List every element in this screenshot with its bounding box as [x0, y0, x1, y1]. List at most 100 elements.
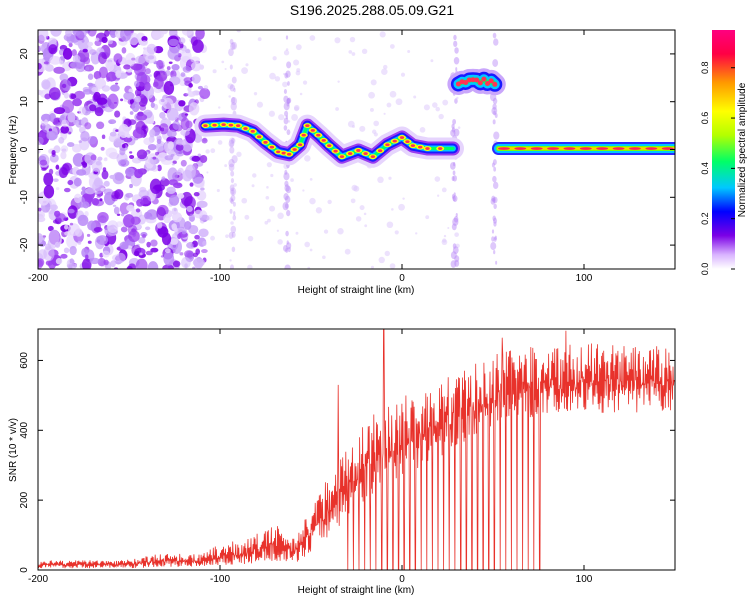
- noise-blob: [121, 213, 125, 217]
- noise-blob: [106, 61, 115, 72]
- noise-blob: [126, 266, 133, 269]
- noise-column: [286, 97, 291, 104]
- noise-column: [452, 217, 459, 226]
- noise-speckle: [287, 120, 291, 123]
- noise-blob: [82, 161, 88, 168]
- noise-blob: [183, 250, 194, 258]
- noise-blob: [77, 240, 82, 245]
- noise-speckle: [413, 95, 417, 99]
- noise-blob: [82, 89, 92, 95]
- ridge-peak: [347, 152, 353, 155]
- ridge-peak: [370, 155, 376, 159]
- noise-column: [228, 139, 235, 148]
- noise-speckle: [228, 95, 231, 98]
- noise-blob: [116, 213, 121, 216]
- noise-speckle: [251, 184, 255, 188]
- noise-blob: [135, 55, 146, 65]
- noise-blob: [44, 64, 54, 72]
- noise-column: [284, 180, 289, 187]
- noise-column: [453, 57, 460, 65]
- noise-blob: [82, 48, 88, 53]
- noise-blob: [165, 69, 171, 77]
- noise-blob: [38, 216, 46, 223]
- noise-column: [492, 119, 496, 125]
- noise-blob: [66, 142, 75, 147]
- x-tick-label: -100: [210, 574, 230, 585]
- noise-blob: [184, 196, 196, 210]
- noise-speckle: [283, 50, 290, 56]
- noise-speckle: [253, 91, 258, 96]
- segment2-peak: [485, 81, 491, 87]
- noise-column: [494, 113, 498, 118]
- noise-blob: [123, 136, 133, 143]
- noise-column: [492, 32, 497, 39]
- noise-blob: [98, 66, 108, 79]
- noise-blob: [190, 243, 194, 248]
- noise-column: [230, 194, 236, 202]
- segment2-peak: [492, 81, 498, 87]
- noise-blob: [168, 61, 173, 64]
- noise-blob: [48, 259, 57, 269]
- noise-blob: [38, 258, 45, 267]
- x-tick-label: 100: [576, 574, 593, 585]
- noise-speckle: [218, 106, 221, 109]
- noise-speckle: [315, 207, 323, 214]
- noise-blob: [156, 221, 163, 229]
- noise-column: [230, 225, 237, 234]
- noise-speckle: [247, 235, 254, 242]
- noise-blob: [150, 102, 155, 108]
- noise-column: [287, 97, 292, 104]
- noise-column: [492, 175, 497, 183]
- noise-column: [285, 70, 291, 78]
- noise-column: [492, 181, 499, 190]
- noise-blob: [55, 258, 63, 265]
- noise-column: [454, 47, 459, 54]
- noise-blob: [134, 88, 142, 97]
- noise-blob: [199, 64, 205, 70]
- ridge-peak: [405, 140, 410, 144]
- noise-blob: [112, 204, 117, 208]
- segment2-peak: [477, 80, 483, 86]
- colorbar-tick-label: 0.0: [700, 263, 710, 276]
- noise-blob: [168, 179, 178, 186]
- noise-column: [229, 84, 235, 92]
- noise-speckle: [207, 214, 213, 221]
- noise-column: [231, 97, 236, 104]
- noise-blob: [104, 157, 108, 160]
- y-tick-label: 400: [19, 422, 30, 439]
- noise-column: [285, 247, 289, 253]
- spectrogram-layer: [38, 30, 675, 269]
- noise-column: [493, 236, 497, 242]
- noise-blob: [60, 125, 70, 134]
- noise-speckle: [290, 178, 294, 182]
- colorbar-tick-label: 0.6: [700, 112, 710, 125]
- noise-column: [494, 235, 497, 241]
- noise-blob: [81, 258, 92, 269]
- noise-speckle: [224, 67, 227, 71]
- segment3-peak: [596, 147, 609, 150]
- noise-blob: [168, 194, 180, 206]
- noise-blob: [188, 83, 193, 88]
- noise-blob: [195, 30, 205, 40]
- noise-blob: [164, 155, 174, 161]
- noise-blob: [83, 57, 91, 65]
- segment2-peak: [470, 77, 476, 83]
- noise-blob: [194, 234, 200, 240]
- noise-blob: [120, 226, 128, 233]
- noise-blob: [73, 177, 82, 187]
- noise-blob: [108, 152, 120, 160]
- noise-speckle: [337, 80, 340, 83]
- noise-blob: [129, 111, 134, 115]
- ridge-peak: [281, 151, 286, 155]
- noise-speckle: [236, 30, 242, 33]
- noise-column: [229, 146, 235, 154]
- noise-speckle: [435, 106, 440, 112]
- x-tick-label: 100: [576, 273, 593, 284]
- noise-blob: [178, 37, 186, 45]
- noise-speckle: [437, 194, 440, 197]
- noise-blob: [189, 182, 194, 187]
- noise-blob: [40, 113, 52, 122]
- noise-speckle: [302, 80, 308, 85]
- y-tick-label: 600: [19, 352, 30, 369]
- noise-blob: [121, 143, 126, 149]
